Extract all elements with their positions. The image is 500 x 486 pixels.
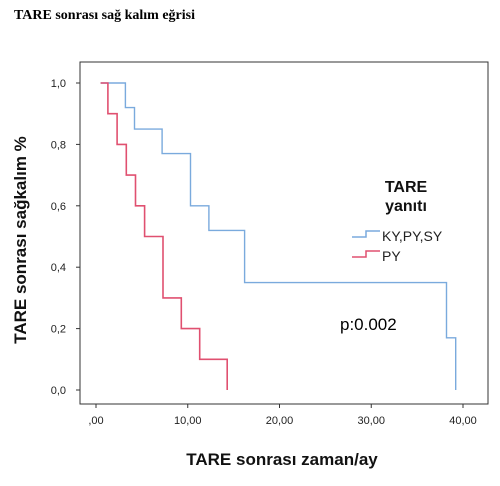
x-tick-label: 30,00 bbox=[357, 415, 385, 427]
legend-title-line2: yanıtı bbox=[385, 198, 427, 215]
page-title: TARE sonrası sağ kalım eğrisi bbox=[14, 8, 195, 23]
axes bbox=[79, 61, 489, 405]
x-axis-ticks: ,00 10,00 20,00 30,00 40,00 bbox=[88, 404, 477, 427]
plot-frame bbox=[79, 61, 489, 405]
y-tick-label: 1,0 bbox=[51, 78, 66, 90]
legend-swatch bbox=[352, 250, 380, 258]
series-line-2 bbox=[100, 82, 228, 390]
y-axis-ticks: 0,0 0,2 0,4 0,6 0,8 1,0 bbox=[51, 78, 80, 397]
x-tick-label: ,00 bbox=[88, 415, 103, 427]
y-tick-label: 0,2 bbox=[51, 324, 66, 336]
legend-swatch bbox=[352, 230, 380, 238]
series-line-1 bbox=[100, 82, 457, 390]
legend-label: PY bbox=[382, 248, 401, 264]
legend-item: PY bbox=[352, 248, 401, 264]
legend-label: KY,PY,SY bbox=[382, 228, 443, 244]
legend: TARE yanıtı KY,PY,SY PY bbox=[352, 179, 443, 264]
y-tick-label: 0,0 bbox=[51, 385, 66, 397]
series-lines bbox=[100, 82, 457, 390]
legend-item: KY,PY,SY bbox=[352, 228, 443, 244]
legend-items: KY,PY,SY PY bbox=[352, 228, 443, 264]
annotation-pvalue: p:0.002 bbox=[340, 315, 397, 334]
x-tick-label: 10,00 bbox=[174, 415, 202, 427]
y-tick-label: 0,4 bbox=[51, 262, 66, 274]
x-axis-label: TARE sonrası zaman/ay bbox=[186, 450, 378, 469]
y-tick-label: 0,6 bbox=[51, 201, 66, 213]
x-tick-label: 20,00 bbox=[266, 415, 294, 427]
x-tick-label: 40,00 bbox=[449, 415, 477, 427]
y-tick-label: 0,8 bbox=[51, 139, 66, 151]
y-axis-label: TARE sonrası sağkalım % bbox=[11, 136, 30, 344]
legend-title-line1: TARE bbox=[385, 179, 428, 196]
